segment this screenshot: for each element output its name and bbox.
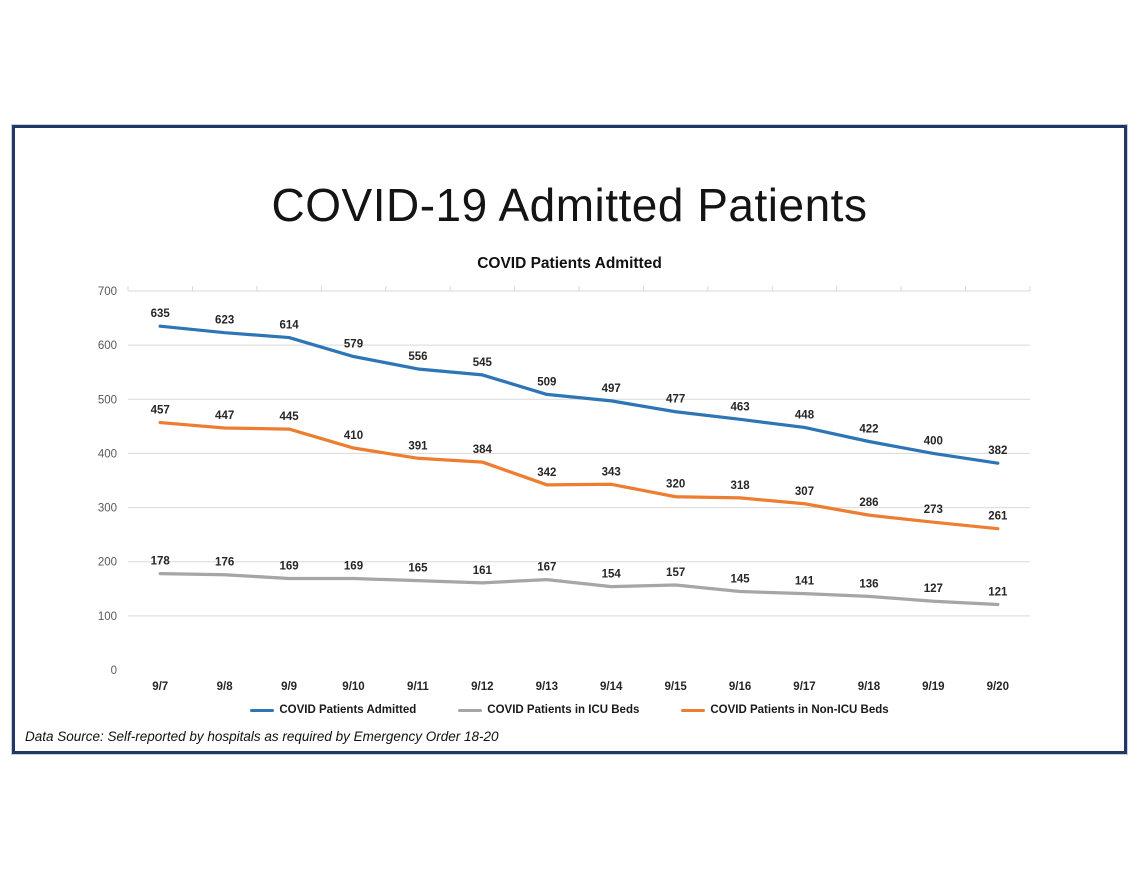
chart-svg: 0 100 200 300 400 500 600 700 9/7 9/8 9/9 9/10 9/11 9…: [98, 286, 1031, 693]
data-label: 127: [924, 583, 943, 595]
data-label: 169: [344, 560, 363, 572]
page-title: COVID-19 Admitted Patients: [271, 179, 868, 231]
data-label: 463: [730, 401, 749, 413]
data-label: 556: [408, 351, 427, 363]
data-label: 422: [859, 424, 878, 436]
chart-legend: COVID Patients Admitted COVID Patients i…: [15, 701, 1124, 719]
x-tick-label: 9/10: [342, 681, 364, 693]
y-tick-label: 500: [98, 394, 117, 406]
y-tick-label: 400: [98, 448, 117, 460]
y-tick-label: 700: [98, 286, 117, 298]
x-tick-label: 9/15: [664, 681, 687, 693]
x-tick-label: 9/20: [987, 681, 1009, 693]
legend-label-admitted: COVID Patients Admitted: [279, 704, 417, 716]
legend-swatch-non-icu: [681, 708, 706, 712]
data-label: 261: [988, 511, 1008, 523]
data-label: 167: [537, 562, 556, 574]
data-label: 154: [602, 569, 622, 581]
x-tick-label: 9/12: [471, 681, 493, 693]
series-line-0: [158, 324, 1000, 465]
legend-label-non-icu: COVID Patients in Non-ICU Beds: [710, 704, 889, 716]
data-label: 384: [473, 444, 493, 456]
x-tick-label: 9/7: [152, 681, 168, 693]
x-tick-label: 9/8: [217, 681, 234, 693]
data-label: 161: [473, 565, 493, 577]
x-tick-label: 9/9: [281, 681, 297, 693]
data-label: 635: [151, 308, 171, 320]
legend-item-admitted: COVID Patients Admitted: [250, 704, 416, 716]
data-label: 391: [408, 440, 428, 452]
data-label: 136: [859, 578, 878, 590]
x-tick-label: 9/18: [858, 681, 881, 693]
y-tick-label: 200: [98, 557, 117, 569]
y-tick-label: 100: [98, 611, 117, 623]
chart-title: COVID Patients Admitted: [477, 255, 662, 272]
data-source-note: Data Source: Self-reported by hospitals …: [25, 729, 499, 744]
data-label: 497: [602, 383, 621, 395]
data-label: 141: [795, 576, 815, 588]
data-label: 623: [215, 315, 234, 327]
data-label: 447: [215, 410, 234, 422]
legend-swatch-icu: [458, 708, 483, 712]
report-frame: COVID-19 Admitted Patients COVID Patient…: [12, 125, 1127, 754]
data-label: 410: [344, 430, 363, 442]
data-label: 178: [151, 556, 171, 568]
legend-item-non-icu: COVID Patients in Non-ICU Beds: [681, 704, 889, 716]
legend-item-icu: COVID Patients in ICU Beds: [458, 704, 639, 716]
data-label: 307: [795, 486, 814, 498]
data-label: 157: [666, 567, 685, 579]
data-label: 445: [279, 411, 299, 423]
data-label: 342: [537, 467, 556, 479]
data-label: 579: [344, 339, 363, 351]
x-tick-label: 9/11: [407, 681, 429, 693]
data-label: 614: [279, 320, 299, 332]
x-tick-label: 9/13: [536, 681, 558, 693]
data-label: 165: [408, 563, 428, 575]
y-tick-label: 0: [111, 665, 117, 677]
data-label: 545: [473, 357, 493, 369]
data-label: 400: [924, 435, 943, 447]
x-tick-label: 9/14: [600, 681, 623, 693]
x-tick-label: 9/16: [729, 681, 751, 693]
data-label: 509: [537, 376, 556, 388]
data-label: 457: [151, 405, 170, 417]
data-label: 286: [859, 497, 878, 509]
x-tick-label: 9/17: [793, 681, 815, 693]
data-label: 121: [988, 586, 1008, 598]
data-label: 169: [279, 560, 298, 572]
series-line-2: [158, 420, 1000, 531]
data-label: 343: [602, 466, 621, 478]
legend-label-icu: COVID Patients in ICU Beds: [487, 704, 640, 716]
data-label: 318: [730, 480, 750, 492]
data-label: 477: [666, 394, 685, 406]
data-label: 448: [795, 409, 815, 421]
y-tick-label: 600: [98, 340, 117, 352]
series-line-1: [158, 572, 1000, 607]
legend-swatch-admitted: [250, 708, 275, 712]
data-label: 273: [924, 504, 943, 516]
data-label: 320: [666, 479, 685, 491]
data-label: 382: [988, 445, 1007, 457]
data-label: 176: [215, 557, 234, 569]
x-tick-label: 9/19: [922, 681, 944, 693]
data-label: 145: [730, 573, 750, 585]
y-tick-label: 300: [98, 503, 117, 515]
